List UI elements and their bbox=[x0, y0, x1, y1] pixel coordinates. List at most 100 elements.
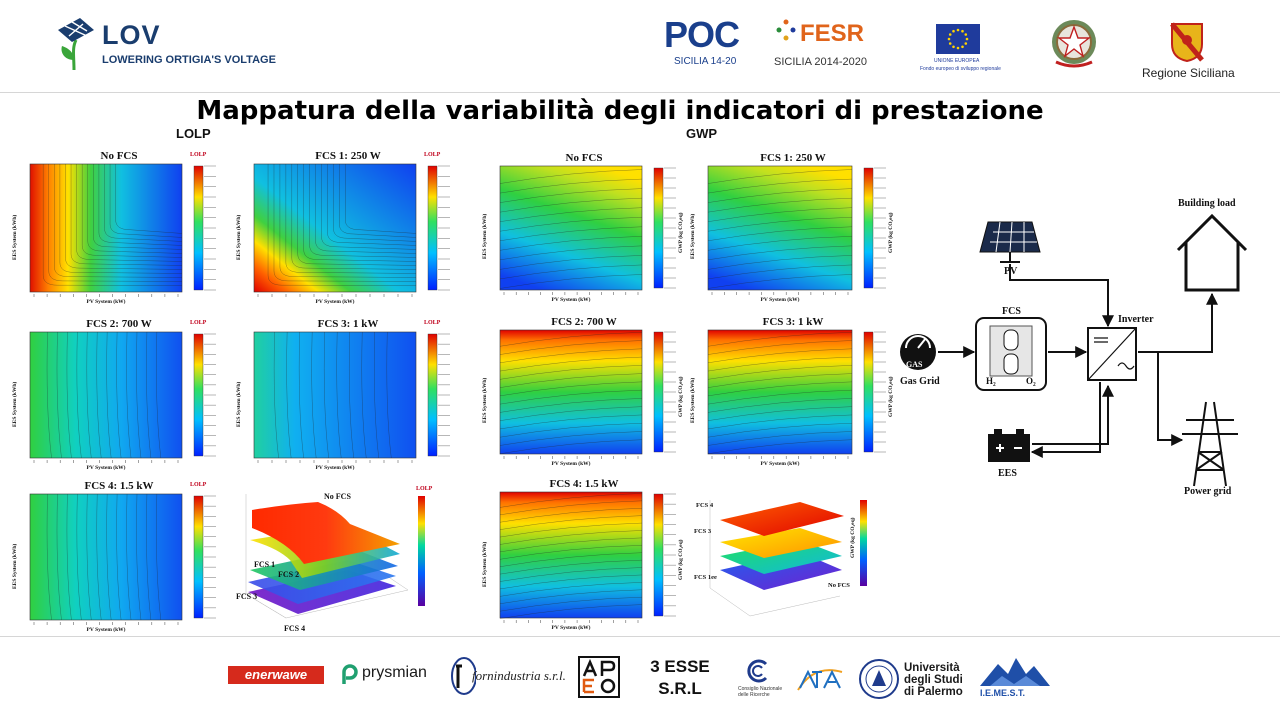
gwp-y-axis-label: EES System (kWh) bbox=[482, 377, 488, 423]
gwp-x-axis-label: PV System (kW) bbox=[551, 461, 591, 467]
ctae-logo bbox=[794, 664, 846, 694]
power-pylon-icon bbox=[1182, 401, 1238, 487]
gwp-3d-label: FCS 4 bbox=[696, 502, 714, 509]
power-grid-label: Power grid bbox=[1184, 486, 1232, 497]
lolp-heatmap bbox=[253, 163, 450, 297]
prysmian-text: prysmian bbox=[362, 664, 427, 681]
gwp-cb-label: GWP (kg CO₂eq) bbox=[678, 212, 684, 253]
apeo-logo bbox=[578, 656, 620, 698]
tre-esse-logo: 3 ESSE S.R.L bbox=[640, 656, 720, 702]
gwp-heatmap bbox=[499, 329, 676, 459]
gwp-x-axis-label: PV System (kW) bbox=[760, 297, 800, 303]
lolp-3d-label: FCS 4 bbox=[284, 624, 306, 633]
regione-label: Regione Siciliana bbox=[1142, 66, 1235, 80]
poc-sub: SICILIA 14-20 bbox=[674, 56, 737, 67]
gwp-cb-label: GWP (kg CO₂eq) bbox=[888, 376, 894, 417]
gwp-y-axis-label: EES System (kWh) bbox=[482, 213, 488, 259]
fcs-label: FCS bbox=[1002, 306, 1021, 317]
cnr-text: Consiglio Nazionale delle Ricerche bbox=[738, 686, 783, 698]
gwp-cb-label: GWP (kg CO₂eq) bbox=[678, 539, 684, 581]
republic-emblem-icon bbox=[1052, 20, 1096, 68]
gwp-3d-cb-label: GWP (kg CO₂eq) bbox=[850, 517, 856, 558]
iemest-logo: I.E.ME.S.T. bbox=[974, 654, 1056, 704]
tre-esse-line1: 3 ESSE bbox=[650, 657, 710, 676]
gwp-3d-surfaces bbox=[709, 500, 867, 617]
eu-logo: UNIONE EUROPEA Fondo europeo di sviluppo… bbox=[918, 14, 1002, 78]
fesr-sub: SICILIA 2014-2020 bbox=[774, 56, 867, 68]
gwp-cb-label: GWP (kg CO₂eq) bbox=[888, 212, 894, 253]
enerwawe-logo: enerwawe bbox=[228, 666, 324, 684]
gwp-3d-label: No FCS bbox=[828, 582, 850, 589]
lolp-y-axis-label: EES System (kWh) bbox=[12, 214, 18, 260]
gwp-plot-title: FCS 1: 250 W bbox=[760, 152, 826, 164]
footer-sponsors: enerwawe prysmian fornindustria s.r.l. 3… bbox=[0, 640, 1280, 720]
gwp-x-axis-label: PV System (kW) bbox=[760, 461, 800, 467]
italian-emblem bbox=[1046, 14, 1102, 78]
iemest-text: I.E.ME.S.T. bbox=[980, 688, 1026, 698]
eu-line2: Fondo europeo di sviluppo regionale bbox=[920, 66, 1001, 72]
pv-label: PV bbox=[1004, 266, 1018, 277]
gwp-x-axis-label: PV System (kW) bbox=[551, 297, 591, 303]
lov-logo: LOV LOWERING ORTIGIA'S VOLTAGE bbox=[54, 14, 294, 74]
gas-grid-label: Gas Grid bbox=[900, 376, 940, 387]
unipa-line1: Università bbox=[904, 662, 960, 674]
unipa-seal-icon bbox=[859, 659, 899, 699]
gwp-3d-label: FCS 3 bbox=[694, 528, 712, 535]
slide-title: Mappatura della variabilità degli indica… bbox=[196, 96, 1044, 126]
gwp-cb-label: GWP (kg CO₂eq) bbox=[678, 376, 684, 417]
gwp-plot-0: No FCS PV System (kW) EES System (kWh) GWP … bbox=[478, 152, 690, 310]
lolp-plot-title: FCS 3: 1 kW bbox=[317, 318, 379, 330]
panel-label-gwp: GWP bbox=[686, 126, 718, 141]
gwp-heatmap bbox=[707, 329, 886, 459]
gwp-plot-2: FCS 2: 700 W PV System (kW) EES System (kW… bbox=[478, 316, 690, 474]
gwp-plot-title: FCS 3: 1 kW bbox=[762, 316, 824, 328]
system-schematic: PV FCS H₂ O₂ GAS Gas Grid Inverter Build… bbox=[896, 196, 1252, 508]
lolp-plot-title: FCS 4: 1.5 kW bbox=[84, 480, 154, 492]
lolp-x-axis-label: PV System (kW) bbox=[315, 299, 355, 305]
lolp-heatmap bbox=[29, 331, 216, 463]
gwp-plot-title: FCS 2: 700 W bbox=[551, 316, 617, 328]
o2-label: O₂ bbox=[1026, 376, 1036, 386]
gwp-plot-title: FCS 4: 1.5 kW bbox=[549, 478, 619, 490]
poc-logo: POC SICILIA 14-20 bbox=[664, 14, 740, 78]
cnr-mark-icon bbox=[747, 659, 768, 683]
lolp-x-axis-label: PV System (kW) bbox=[86, 627, 126, 633]
iemest-mark-icon bbox=[980, 658, 1050, 686]
gwp-y-axis-label: EES System (kWh) bbox=[482, 541, 488, 587]
fornindustria-text: fornindustria s.r.l. bbox=[472, 668, 566, 683]
footer-divider bbox=[0, 636, 1280, 637]
battery-icon bbox=[988, 429, 1030, 462]
gwp-y-axis-label: EES System (kWh) bbox=[690, 377, 696, 423]
lolp-plot-title: FCS 1: 250 W bbox=[315, 150, 381, 162]
unipa-line3: di Palermo bbox=[904, 686, 963, 698]
lolp-cb-title: LOLP bbox=[424, 152, 441, 158]
lolp-plot-4: FCS 4: 1.5 kW PV System (kW) EES System (k… bbox=[8, 480, 230, 640]
fuel-cell-box bbox=[975, 317, 1047, 391]
lolp-plot-3: FCS 3: 1 kW PV System (kW) EES System (kWh… bbox=[232, 318, 464, 478]
gwp-heatmap bbox=[499, 491, 676, 623]
house-icon bbox=[1176, 213, 1248, 292]
apeo-mark-icon bbox=[578, 656, 620, 698]
eu-line1: UNIONE EUROPEA bbox=[934, 58, 980, 64]
lolp-plot-title: FCS 2: 700 W bbox=[86, 318, 152, 330]
ctae-mark-icon bbox=[797, 669, 843, 691]
ees-label: EES bbox=[998, 468, 1017, 479]
gwp-y-axis-label: EES System (kWh) bbox=[690, 213, 696, 259]
gwp-plot-title: No FCS bbox=[565, 152, 603, 164]
tre-esse-line2: S.R.L bbox=[658, 679, 702, 698]
lolp-heatmap bbox=[29, 163, 216, 297]
gas-icon-label: GAS bbox=[906, 360, 923, 369]
star-icon bbox=[776, 19, 796, 41]
lolp-3d-label: FCS 2 bbox=[278, 570, 300, 579]
lolp-3d-surfaces bbox=[245, 494, 425, 619]
poc-label: POC bbox=[664, 14, 740, 55]
gwp-heatmap bbox=[499, 165, 676, 295]
lolp-cb-title: LOLP bbox=[190, 482, 207, 488]
eu-flag-icon bbox=[936, 24, 980, 54]
h2-label: H₂ bbox=[986, 376, 996, 386]
lolp-cb-title: LOLP bbox=[424, 320, 441, 326]
lov-subtitle: LOWERING ORTIGIA'S VOLTAGE bbox=[102, 54, 276, 66]
schematic-diagram bbox=[900, 213, 1248, 487]
prysmian-logo: prysmian bbox=[340, 662, 436, 688]
lolp-plot-1: FCS 1: 250 W PV System (kW) EES System (kW… bbox=[232, 150, 464, 312]
